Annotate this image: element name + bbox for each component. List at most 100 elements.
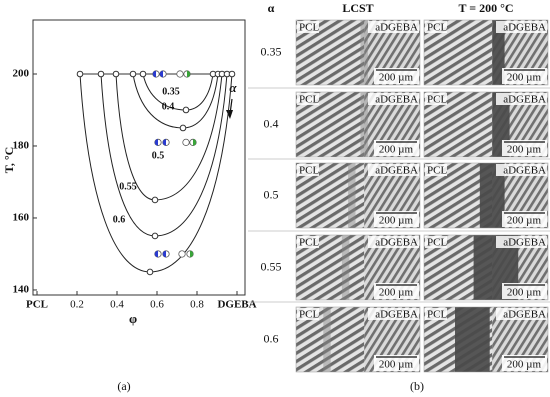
phase-marker [186, 250, 194, 258]
label-bg [368, 308, 419, 320]
x-tick-label: PCL [26, 299, 48, 311]
marker-half [190, 250, 194, 258]
label-bg [425, 21, 447, 33]
scale-bg [374, 283, 419, 299]
interface [323, 307, 331, 372]
image-label: PCL [427, 22, 447, 34]
scale-label: 200 µm [507, 287, 542, 299]
x-tick-label: 0.6 [150, 299, 164, 311]
scale-label: 200 µm [379, 144, 414, 156]
scale-label: 200 µm [379, 72, 414, 84]
curve-label: 0.35 [162, 86, 180, 97]
curve-point [146, 268, 154, 276]
x-tick-label: DGEBA [217, 299, 256, 311]
marker-fill [179, 251, 185, 257]
image-label: PCL [427, 94, 447, 106]
marker-fill [177, 71, 183, 77]
scale-bg [502, 355, 547, 371]
row-label: 0.35 [261, 44, 282, 58]
label-bg [496, 164, 547, 176]
scale-bg [374, 211, 419, 227]
arrow-head [226, 110, 233, 119]
image-label: PCL [299, 165, 319, 177]
scale-bg [374, 355, 419, 371]
micrograph: PCL aDGEBA 200 µm [423, 234, 549, 301]
scale-label: 200 µm [507, 359, 542, 371]
y-axis-label: T, °C [2, 147, 16, 174]
image-label: aDGEBA [503, 237, 546, 249]
image-frame [423, 234, 549, 301]
image-label: PCL [427, 237, 447, 249]
interface [348, 163, 356, 228]
y-tick-label: 140 [13, 283, 30, 295]
curve-point [228, 70, 236, 78]
scale-label: 200 µm [507, 144, 542, 156]
y-tick-label: 200 [13, 68, 30, 80]
y-tick-label: 160 [13, 212, 30, 224]
image-label: PCL [299, 237, 319, 249]
image-label: aDGEBA [503, 22, 546, 34]
image-frame [295, 162, 421, 229]
phase-marker [154, 250, 162, 258]
curve-point [179, 124, 187, 132]
column-header: α [268, 1, 275, 15]
curve-point [97, 70, 105, 78]
phase-marker [162, 138, 170, 146]
phase-marker [154, 138, 162, 146]
micrograph: PCL aDGEBA 200 µm [423, 306, 549, 373]
x-axis-label: φ [129, 311, 137, 326]
image-frame [295, 234, 421, 301]
micrograph: PCL aDGEBA 200 µm [295, 234, 421, 301]
label-bg [496, 308, 547, 320]
micrograph: PCL aDGEBA 200 µm [295, 91, 421, 158]
scale-label: 200 µm [507, 72, 542, 84]
micrograph: PCL aDGEBA 200 µm [295, 19, 421, 86]
label-bg [368, 164, 419, 176]
label-bg [496, 236, 547, 248]
panel-label: (a) [117, 379, 130, 393]
micrograph: PCL aDGEBA 200 µm [295, 306, 421, 373]
scale-bg [502, 211, 547, 227]
image-label: PCL [427, 165, 447, 177]
interface [341, 235, 350, 300]
phase-marker [189, 138, 197, 146]
curve-point [112, 70, 120, 78]
image-frame [423, 19, 549, 86]
label-bg [368, 93, 419, 105]
micrograph: PCL aDGEBA 200 µm [423, 162, 549, 229]
label-bg [496, 93, 547, 105]
scale-label: 200 µm [379, 215, 414, 227]
curve-label: 0.6 [113, 214, 126, 225]
image-frame [423, 306, 549, 373]
x-tick-label: 0.8 [190, 299, 204, 311]
scale-label: 200 µm [379, 287, 414, 299]
phase-marker [178, 250, 186, 258]
marker-half [152, 70, 156, 78]
label-bg [297, 236, 319, 248]
image-label: PCL [427, 309, 447, 321]
scale-bg [502, 283, 547, 299]
curve-label: 0.5 [152, 150, 165, 161]
marker-half [162, 250, 166, 258]
micrograph: PCL aDGEBA 200 µm [423, 91, 549, 158]
image-label: aDGEBA [375, 237, 418, 249]
micrograph: PCL aDGEBA 200 µm [423, 19, 549, 86]
scale-bg [374, 68, 419, 84]
plot-frame [32, 19, 246, 296]
image-frame [295, 19, 421, 86]
phase-marker [159, 70, 167, 78]
marker-half [162, 139, 166, 146]
image-label: aDGEBA [375, 94, 418, 106]
phase-marker [176, 70, 184, 78]
label-bg [297, 308, 319, 320]
scale-label: 200 µm [507, 215, 542, 227]
scale-bg [502, 68, 547, 84]
dark-band [492, 20, 505, 85]
row-label: 0.6 [264, 331, 279, 345]
column-header: LCST [342, 1, 373, 15]
image-label: aDGEBA [503, 94, 546, 106]
scale-label: 200 µm [379, 359, 414, 371]
curve-point [182, 106, 190, 114]
scale-bg [502, 140, 547, 156]
